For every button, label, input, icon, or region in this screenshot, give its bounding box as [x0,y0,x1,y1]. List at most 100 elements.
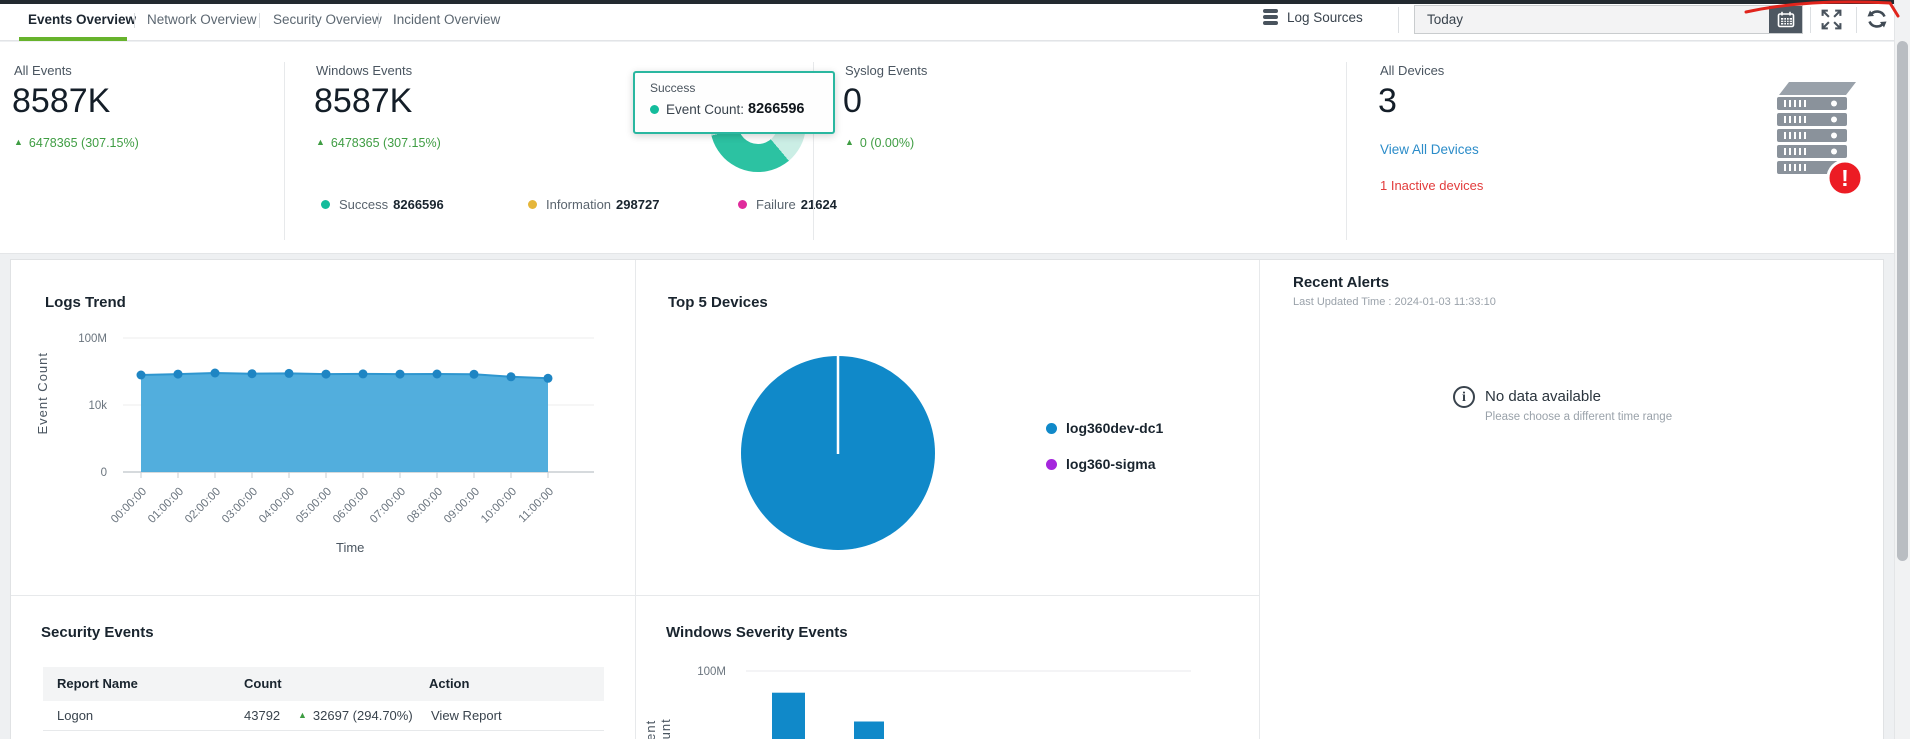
svg-text:10k: 10k [88,400,107,412]
svg-text:07:00:00: 07:00:00 [368,486,408,526]
header-separator [1398,7,1399,33]
log-sources-button[interactable]: Log Sources [1263,9,1363,25]
windows-severity-bar-chart[interactable]: 100M [635,595,1259,739]
windows-severity-title: Windows Severity Events [666,624,848,641]
count-cell: 43792 [244,708,281,723]
database-icon [1263,9,1278,25]
tab-separator [378,13,379,28]
server-rack-icon: ! [1777,82,1864,197]
log-sources-label: Log Sources [1287,9,1363,25]
tooltip-series-name: Success [650,81,696,95]
view-report-link[interactable]: View Report [431,708,502,723]
pie-legend-item-dc1[interactable]: log360dev-dc1 [1046,420,1163,436]
calendar-button[interactable] [1769,6,1802,33]
fullscreen-button[interactable] [1816,6,1846,32]
svg-text:100M: 100M [697,666,726,678]
sigma-dot [1046,458,1057,470]
legend-item-information[interactable]: Information 298727 [528,197,659,212]
panel-divider-vertical [635,260,636,739]
syslog-events-label: Syslog Events [845,63,928,78]
svg-text:05:00:00: 05:00:00 [294,486,334,526]
scrollbar-thumb[interactable] [1897,41,1908,561]
windows-events-label: Windows Events [316,63,413,78]
table-row: Logon 43792 32697 (294.70%) View Report [43,701,604,731]
recent-alerts-last-updated: Last Updated Time : 2024-01-03 11:33:10 [1293,296,1496,308]
legend-item-success[interactable]: Success 8266596 [321,197,444,212]
no-data-hint: Please choose a different time range [1485,411,1673,423]
svg-text:00:00:00: 00:00:00 [109,486,149,526]
window-top-strip [0,0,1910,4]
tooltip-metric-label: Event Count: [666,101,745,117]
stats-divider [1346,62,1347,240]
delta-cell: 32697 (294.70%) [298,708,413,723]
view-all-devices-link[interactable]: View All Devices [1380,142,1479,157]
svg-text:11:00:00: 11:00:00 [517,486,557,526]
svg-text:10:00:00: 10:00:00 [479,486,519,526]
logs-trend-title: Logs Trend [45,294,126,311]
all-devices-value: 3 [1378,82,1397,120]
refresh-button[interactable] [1862,6,1892,32]
time-range-picker[interactable]: Today [1414,5,1803,34]
tab-network-overview[interactable]: Network Overview [147,12,257,27]
svg-text:08:00:00: 08:00:00 [405,486,445,526]
all-devices-label: All Devices [1380,63,1445,78]
pie-legend-label: log360dev-dc1 [1066,420,1164,436]
security-events-table-header: Report Name Count Action [43,667,604,701]
vertical-scrollbar[interactable] [1894,0,1910,739]
failure-dot [738,200,747,209]
all-events-delta: 6478365 (307.15%) [14,136,139,150]
tab-events-overview[interactable]: Events Overview [28,12,137,27]
stats-divider [284,62,285,240]
expand-icon [1821,9,1841,29]
information-dot [528,200,537,209]
legend-value: 8266596 [393,197,444,212]
inactive-devices-warning[interactable]: 1 Inactive devices [1380,178,1484,193]
legend-label: Failure [756,197,796,212]
donut-tooltip: Success Event Count: 8266596 [633,71,835,134]
tab-incident-overview[interactable]: Incident Overview [393,12,501,27]
tab-separator [134,13,135,28]
recent-alerts-title: Recent Alerts [1293,274,1390,291]
dc1-dot [1046,422,1057,434]
col-count: Count [244,676,282,691]
svg-text:100M: 100M [78,333,107,345]
summary-stats-strip: All Events 8587K 6478365 (307.15%) Windo… [0,42,1894,254]
pie-legend-item-sigma[interactable]: log360-sigma [1046,456,1155,472]
pie-legend-label: log360-sigma [1066,456,1156,472]
no-data-message: No data available [1485,388,1601,405]
syslog-events-value: 0 [843,82,862,120]
svg-text:03:00:00: 03:00:00 [220,486,260,526]
top-devices-pie-chart[interactable] [635,260,1259,595]
legend-value: 21624 [800,197,837,212]
col-action: Action [429,676,470,691]
top-devices-title: Top 5 Devices [668,294,768,311]
legend-label: Success [339,197,389,212]
success-dot [321,200,330,209]
alert-badge [1826,159,1864,197]
panel-divider-vertical [1259,260,1260,739]
tab-separator [259,13,260,28]
svg-text:02:00:00: 02:00:00 [183,486,223,526]
windows-events-value: 8587K [314,82,413,120]
windows-events-delta: 6478365 (307.15%) [316,136,441,150]
legend-item-failure[interactable]: Failure 21624 [738,197,837,212]
calendar-icon [1777,11,1794,28]
tooltip-metric-value: 8266596 [748,101,805,117]
legend-value: 298727 [616,197,660,212]
logs-trend-xlabel: Time [336,540,365,555]
syslog-events-delta: 0 (0.00%) [845,136,914,150]
time-range-value: Today [1427,12,1464,27]
refresh-icon [1867,10,1887,28]
svg-text:0: 0 [101,467,107,479]
stats-divider [813,62,814,240]
tab-security-overview[interactable]: Security Overview [273,12,382,27]
svg-text:06:00:00: 06:00:00 [331,486,371,526]
windows-severity-ylabel: Event Count [643,718,673,739]
all-events-value: 8587K [12,82,111,120]
active-tab-underline [19,37,127,41]
all-events-label: All Events [14,63,72,78]
dashboard-panel: Logs Trend 0 10k 100M 00:00:00 01:00:00 02:00… [10,259,1884,739]
report-name-cell: Logon [57,708,94,723]
svg-text:01:00:00: 01:00:00 [146,486,186,526]
logs-trend-area-chart[interactable]: 0 10k 100M 00:00:0001:00:0002:00:0003:00:00… [11,260,635,595]
